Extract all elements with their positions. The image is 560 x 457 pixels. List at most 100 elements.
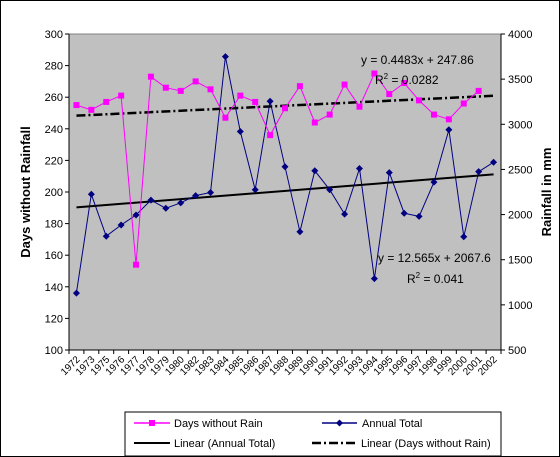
data-point-days-without-rain	[88, 106, 95, 113]
y-axis-right: 500 1000 1500 2000 2500 3000 3500 4000	[500, 29, 532, 357]
y-left-tick-label: 260	[45, 92, 63, 104]
legend-days-marker	[149, 420, 155, 426]
data-point-days-without-rain	[282, 105, 288, 112]
data-point-annual-total	[341, 210, 349, 218]
data-point-days-without-rain	[133, 261, 140, 268]
data-point-annual-total	[162, 204, 170, 212]
y-left-tick-label: 100	[45, 345, 63, 357]
y-left-tick-label: 120	[45, 313, 63, 325]
y-right-tick-label: 1000	[508, 300, 532, 312]
y-right-tick-label: 1500	[508, 255, 532, 267]
data-point-days-without-rain	[103, 98, 110, 105]
y-left-tick-label: 280	[45, 61, 63, 73]
data-point-days-without-rain	[73, 102, 80, 109]
legend-linear-days-label: Linear (Days without Rain)	[361, 438, 491, 450]
y-axis-left: 100 120 140 160 180 200 220 240 260 280 300	[45, 29, 70, 357]
data-point-annual-total	[177, 199, 185, 207]
data-point-days-without-rain	[430, 111, 437, 118]
data-point-days-without-rain	[252, 98, 259, 105]
data-point-days-without-rain	[371, 70, 378, 77]
data-point-days-without-rain	[192, 78, 199, 85]
x-axis: 1972197319751976197719781979198019821983…	[59, 349, 502, 378]
data-point-days-without-rain	[475, 87, 482, 94]
y-left-tick-label: 160	[45, 250, 63, 262]
data-point-annual-total	[370, 275, 378, 283]
data-point-days-without-rain	[177, 87, 184, 94]
data-point-annual-total	[72, 289, 80, 297]
series-line-days-without-rain	[76, 72, 480, 265]
plot-area	[68, 33, 502, 351]
y-axis-right-label: Rainfall in mm	[539, 148, 554, 237]
data-point-annual-total	[281, 163, 289, 171]
data-point-days-without-rain	[207, 86, 214, 93]
y-right-tick-label: 4000	[508, 29, 532, 41]
data-point-annual-total	[117, 221, 125, 229]
data-point-annual-total	[490, 158, 498, 166]
trendline-annual-total	[76, 173, 494, 209]
data-point-annual-total	[192, 192, 200, 200]
data-point-days-without-rain	[296, 83, 303, 90]
data-point-annual-total	[87, 190, 95, 198]
y-right-tick-label: 3000	[508, 119, 532, 131]
data-point-annual-total	[385, 169, 393, 177]
trendline-days-r-value: = 0.0282	[388, 73, 439, 87]
data-point-days-without-rain	[147, 73, 154, 80]
y-left-tick-label: 200	[45, 187, 63, 199]
data-point-annual-total	[460, 233, 468, 241]
data-point-days-without-rain	[118, 92, 125, 99]
data-point-days-without-rain	[237, 92, 244, 99]
data-point-annual-total	[236, 128, 244, 136]
trendline-annual-r-value: = 0.041	[420, 272, 464, 286]
trendline-days-r-squared: R2 = 0.0282	[375, 72, 439, 87]
data-point-annual-total	[221, 53, 229, 61]
y-left-tick-label: 180	[45, 219, 63, 231]
data-point-days-without-rain	[386, 91, 393, 98]
data-point-days-without-rain	[445, 116, 452, 123]
superscript-two: 2	[384, 72, 389, 81]
data-point-annual-total	[445, 126, 453, 134]
superscript-two: 2	[416, 271, 421, 280]
data-point-days-without-rain	[356, 103, 363, 110]
y-left-tick-label: 240	[45, 124, 63, 136]
y-right-tick-label: 2500	[508, 164, 532, 176]
data-point-annual-total	[251, 186, 259, 194]
data-point-days-without-rain	[311, 119, 318, 126]
legend: Days without Rain Annual Total Linear (A…	[124, 411, 502, 457]
y-left-tick-label: 220	[45, 155, 63, 167]
data-point-annual-total	[296, 228, 304, 236]
legend-annual-marker	[336, 419, 343, 427]
data-point-annual-total	[400, 209, 408, 217]
trendline-days-equation: y = 0.4483x + 247.86	[361, 53, 474, 67]
data-point-annual-total	[132, 211, 140, 219]
legend-days-label: Days without Rain	[174, 418, 263, 430]
trendline-days-r-label: R	[375, 73, 384, 87]
trendline-annual-equation: y = 12.565x + 2067.6	[378, 251, 491, 265]
data-point-annual-total	[266, 97, 274, 105]
data-point-annual-total	[475, 168, 483, 176]
data-point-annual-total	[415, 212, 423, 220]
data-point-annual-total	[326, 186, 334, 194]
data-point-annual-total	[311, 167, 319, 175]
data-point-days-without-rain	[162, 84, 169, 91]
data-point-days-without-rain	[341, 81, 348, 88]
data-point-days-without-rain	[401, 79, 408, 86]
legend-annual-label: Annual Total	[362, 418, 422, 430]
data-point-days-without-rain	[326, 111, 333, 118]
data-point-annual-total	[102, 232, 110, 240]
data-point-days-without-rain	[267, 132, 274, 139]
series	[72, 53, 498, 297]
y-left-tick-label: 140	[45, 282, 63, 294]
trendline-annual-r-squared: R2 = 0.041	[407, 271, 464, 286]
y-axis-left-label: Days without Rainfall	[18, 126, 33, 257]
y-left-tick-label: 300	[45, 29, 63, 41]
data-point-days-without-rain	[222, 114, 229, 121]
legend-box	[124, 411, 502, 457]
y-right-tick-label: 2000	[508, 210, 532, 222]
data-point-annual-total	[207, 188, 215, 196]
trendline-annual-r-label: R	[407, 272, 416, 286]
data-point-annual-total	[355, 165, 363, 173]
data-point-days-without-rain	[460, 100, 467, 107]
data-point-annual-total	[430, 178, 438, 186]
